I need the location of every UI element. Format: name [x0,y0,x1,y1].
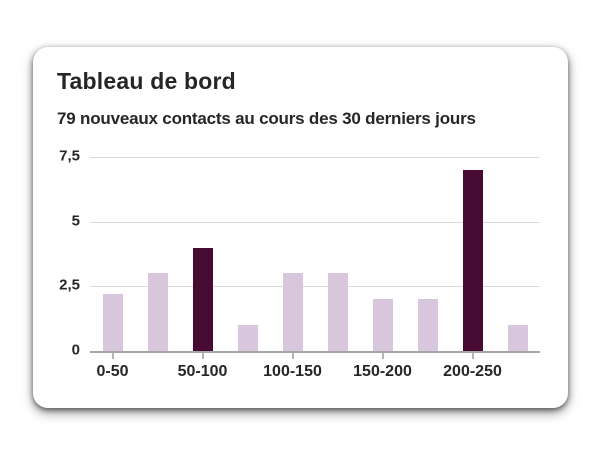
bar-7[interactable] [417,299,438,351]
x-axis-label: 200-250 [443,363,502,380]
x-axis-line [90,351,540,353]
gridline [90,157,540,158]
bar-3[interactable] [237,325,258,351]
bar-0[interactable] [102,294,123,351]
dashboard-card: Tableau de bord 79 nouveaux contacts au … [33,47,568,408]
bar-8[interactable] [462,169,483,351]
x-axis-tick [111,353,114,359]
x-axis-label: 150-200 [353,363,412,380]
bar-2[interactable] [192,247,213,351]
x-axis-label: 50-100 [177,363,228,380]
x-axis-label: 100-150 [263,363,322,380]
bar-1[interactable] [147,273,168,351]
chart-plot-area: 7,5 5 2,5 0 0-50 50-100 100-150 150-200 200-250 [59,148,540,380]
x-axis-tick [201,353,204,359]
y-axis-label: 5 [71,212,80,230]
bar-5[interactable] [327,273,348,351]
x-axis-tick [381,353,384,359]
x-axis-label: 0-50 [96,363,129,380]
gridline [90,221,540,223]
bar-4[interactable] [282,273,303,351]
gridline [90,286,540,288]
bar-9[interactable] [507,325,528,351]
bar-6[interactable] [372,299,393,351]
x-axis-tick [291,353,294,359]
card-title: Tableau de bord [57,68,236,94]
card-subtitle: 79 nouveaux contacts au cours des 30 der… [57,109,476,128]
y-axis-label: 7,5 [59,147,80,165]
y-axis-label: 2,5 [59,276,80,294]
y-axis-label: 0 [71,341,80,359]
x-axis-tick [471,353,474,359]
